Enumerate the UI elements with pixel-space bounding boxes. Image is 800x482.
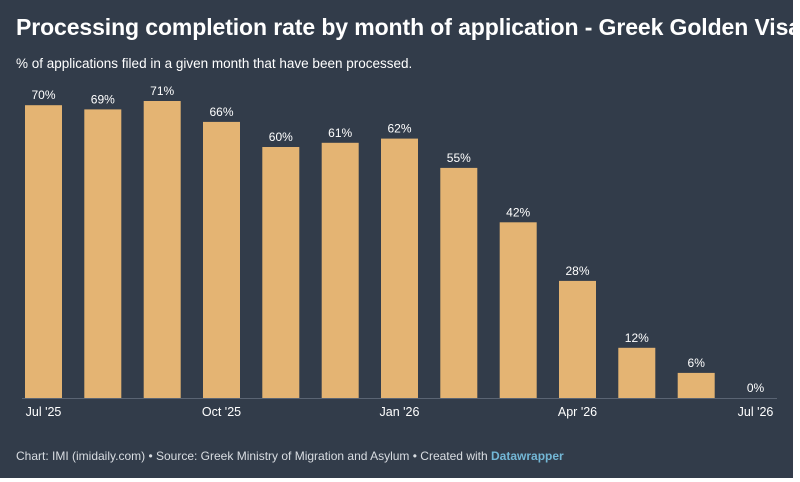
chart-title: Processing completion rate by month of a… <box>16 14 800 40</box>
bar-value-label: 60% <box>269 130 293 144</box>
bar-value-label: 12% <box>625 331 649 345</box>
bar <box>25 105 62 398</box>
bar <box>321 142 359 398</box>
bar-value-label: 70% <box>31 88 55 102</box>
bar-value-label: 28% <box>565 264 589 278</box>
bar <box>203 121 240 399</box>
bars-group <box>25 101 715 399</box>
bar <box>677 372 715 398</box>
bar <box>499 222 537 398</box>
bar-value-label: 62% <box>387 122 411 136</box>
x-tick-label: Jul '26 <box>738 405 774 419</box>
bar-chart: 70% 69% 71% 66% 60% 61% 62% 55% 42% 28% 12% 6% 0% Ju… <box>22 84 777 419</box>
bar-value-label: 0% <box>747 381 765 395</box>
bar-value-label: 71% <box>150 84 174 98</box>
value-labels-group: 70% 69% 71% 66% 60% 61% 62% 55% 42% 28% 12% 6% 0% <box>31 84 764 395</box>
x-tick-label: Oct '25 <box>202 405 241 419</box>
bar <box>559 280 596 398</box>
bar <box>262 147 300 398</box>
datawrapper-link[interactable]: Datawrapper <box>491 449 564 463</box>
bar-value-label: 55% <box>447 151 471 165</box>
bar-value-label: 69% <box>91 92 115 106</box>
bar-value-label: 6% <box>688 356 706 370</box>
bar <box>381 138 418 398</box>
x-tick-label: Apr '26 <box>558 405 597 419</box>
x-tick-labels-group: Jul '25 Oct '25 Jan '26 Apr '26 Jul '26 <box>26 405 774 419</box>
bar-value-label: 61% <box>328 126 352 140</box>
bar <box>84 109 122 399</box>
bar-value-label: 42% <box>506 205 530 219</box>
footer-text: Chart: IMI (imidaily.com) • Source: Gree… <box>16 449 488 463</box>
bar <box>440 167 478 398</box>
bar-value-label: 66% <box>209 105 233 119</box>
x-tick-label: Jan '26 <box>380 405 420 419</box>
chart-subtitle: % of applications filed in a given month… <box>16 56 413 71</box>
x-tick-label: Jul '25 <box>26 405 62 419</box>
bar <box>143 101 181 398</box>
bar <box>618 347 656 398</box>
footer-credit: Chart: IMI (imidaily.com) • Source: Gree… <box>16 449 564 463</box>
